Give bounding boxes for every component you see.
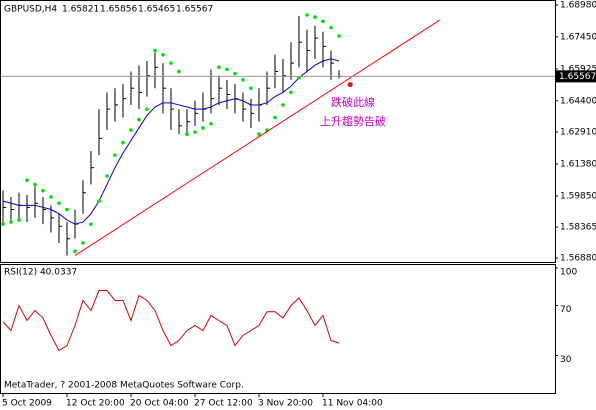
annotation: 上升趨勢告破 bbox=[320, 114, 386, 128]
y-tick-label: 100 bbox=[560, 268, 577, 278]
sar-dot bbox=[25, 178, 29, 183]
sar-dot bbox=[337, 34, 341, 38]
sar-dot bbox=[249, 86, 253, 91]
symbol-label: GBPUSD,H4 bbox=[4, 5, 57, 15]
rsi-panel bbox=[0, 264, 556, 394]
sar-dot bbox=[241, 78, 245, 82]
price-panel bbox=[0, 0, 556, 263]
sar-dot bbox=[217, 65, 221, 70]
sar-dot bbox=[121, 140, 125, 145]
sar-dot bbox=[225, 67, 229, 72]
y-tick-label: 1.56880 bbox=[560, 254, 596, 264]
sar-dot bbox=[153, 48, 157, 53]
sar-dot bbox=[297, 75, 301, 80]
sar-dot bbox=[185, 132, 189, 137]
current-price: 1.65567 bbox=[559, 72, 596, 82]
x-tick-label: 3 Nov 20:00 bbox=[258, 399, 313, 409]
sar-dot bbox=[57, 201, 61, 206]
moving-average bbox=[2, 58, 340, 225]
sar-dot bbox=[49, 195, 53, 199]
y-tick-label: 70 bbox=[560, 305, 572, 315]
sar-dot bbox=[113, 153, 117, 157]
rsi-title: RSI(12) 40.0337 bbox=[4, 268, 77, 278]
sar-dot bbox=[281, 103, 285, 107]
rsi-line bbox=[2, 290, 340, 352]
sar-dot bbox=[177, 69, 181, 74]
trend-line bbox=[74, 19, 441, 256]
sar-dot bbox=[81, 241, 85, 245]
x-tick-label: 5 Oct 2009 bbox=[2, 399, 52, 409]
sar-dot bbox=[129, 128, 133, 132]
y-tick-label: 1.58365 bbox=[560, 222, 596, 232]
sar-dot bbox=[1, 222, 5, 226]
sar-dot bbox=[33, 182, 37, 187]
x-tick-label: 12 Oct 20:00 bbox=[66, 399, 125, 409]
sar-dot bbox=[17, 218, 21, 222]
sar-dot bbox=[73, 249, 77, 254]
y-tick-label: 1.59850 bbox=[560, 191, 596, 201]
sar-dot bbox=[329, 25, 333, 30]
y-tick-label: 1.64400 bbox=[560, 96, 596, 106]
y-tick-label: 1.65925 bbox=[560, 64, 596, 74]
sar-dot bbox=[65, 207, 69, 212]
sar-dot bbox=[137, 117, 141, 122]
sar-dot bbox=[193, 130, 197, 134]
sar-dot bbox=[209, 121, 213, 126]
sar-dot bbox=[105, 174, 109, 178]
sar-dot bbox=[9, 220, 13, 224]
sar-dot bbox=[321, 19, 325, 24]
sar-dot bbox=[169, 61, 173, 65]
sar-dot bbox=[313, 15, 317, 19]
sar-dot bbox=[289, 90, 293, 95]
x-tick-label: 11 Nov 04:00 bbox=[322, 399, 383, 409]
sar-dot bbox=[41, 188, 45, 193]
sar-dot bbox=[161, 52, 165, 57]
ohlc-value: 1.65465 bbox=[138, 5, 175, 15]
ohlc-value: 1.65856 bbox=[100, 5, 137, 15]
footer: MetaTrader, ? 2001-2008 MetaQuotes Softw… bbox=[4, 381, 244, 391]
sar-dot bbox=[257, 132, 261, 137]
ohlc-value: 1.65567 bbox=[176, 5, 213, 15]
annotation: 跌破此線 bbox=[331, 95, 375, 109]
sar-dot bbox=[201, 126, 205, 130]
price-box bbox=[556, 70, 596, 83]
x-tick-label: 20 Oct 04:00 bbox=[130, 399, 189, 409]
x-tick-label: 27 Oct 12:00 bbox=[194, 399, 253, 409]
y-tick-label: 30 bbox=[560, 355, 572, 365]
break-marker bbox=[347, 82, 353, 88]
sar-dot bbox=[145, 107, 149, 111]
sar-dot bbox=[273, 115, 277, 120]
sar-dot bbox=[305, 13, 309, 17]
sar-dot bbox=[233, 71, 237, 76]
y-tick-label: 1.62910 bbox=[560, 127, 596, 137]
y-tick-label: 1.61380 bbox=[560, 159, 596, 169]
y-tick-label: 1.68980 bbox=[560, 0, 596, 10]
y-tick-label: 1.67450 bbox=[560, 32, 596, 42]
sar-dot bbox=[97, 199, 101, 203]
ohlc-value: 1.65821 bbox=[62, 5, 99, 15]
sar-dot bbox=[89, 222, 93, 226]
